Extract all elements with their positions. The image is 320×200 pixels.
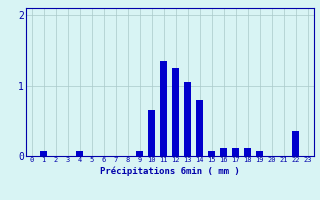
- Bar: [40, 151, 47, 156]
- Bar: [184, 82, 191, 156]
- Bar: [244, 148, 251, 156]
- X-axis label: Précipitations 6min ( mm ): Précipitations 6min ( mm ): [100, 166, 239, 176]
- Bar: [160, 61, 167, 156]
- Bar: [196, 100, 203, 156]
- Bar: [256, 151, 263, 156]
- Bar: [136, 151, 143, 156]
- Bar: [172, 68, 179, 156]
- Bar: [148, 110, 155, 156]
- Bar: [208, 151, 215, 156]
- Bar: [292, 131, 299, 156]
- Bar: [76, 151, 83, 156]
- Bar: [220, 148, 227, 156]
- Bar: [232, 148, 239, 156]
